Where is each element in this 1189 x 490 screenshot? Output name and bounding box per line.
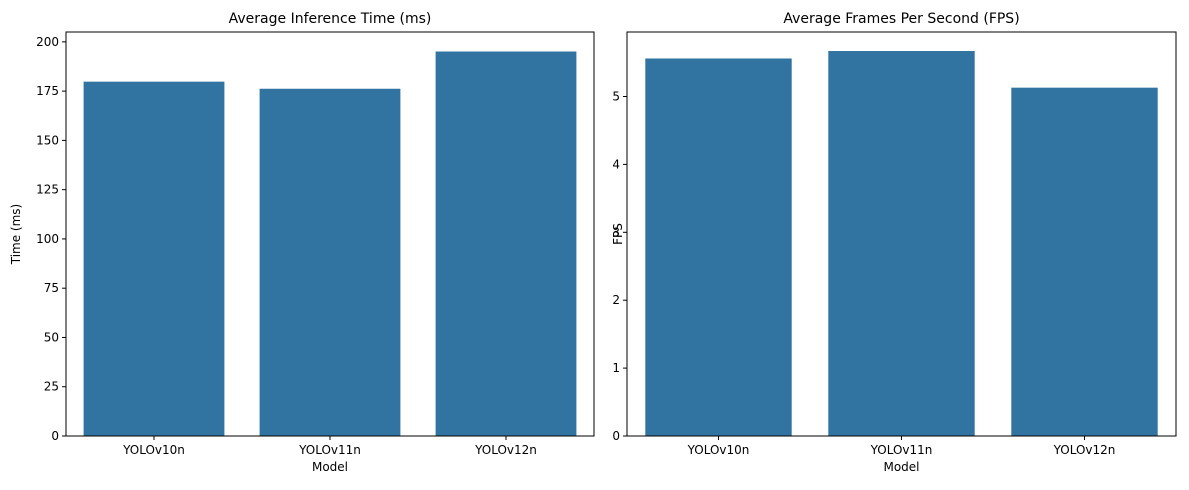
inference-time-ytick-label-5: 125 bbox=[36, 183, 59, 197]
inference-time-chart-title: Average Inference Time (ms) bbox=[229, 11, 432, 27]
fps-y-axis-label: FPS bbox=[611, 223, 625, 245]
fps-chart: 0 1 2 3 4 5 YOLOv10n YOLOv11n YOLOv12n Average Fr… bbox=[611, 11, 1177, 474]
fps-xtick-label-2: YOLOv12n bbox=[1053, 443, 1116, 457]
fps-xtick-label-1: YOLOv11n bbox=[870, 443, 933, 457]
inference-time-ytick-label-2: 50 bbox=[44, 330, 59, 344]
inference-time-ytick-label-3: 75 bbox=[44, 281, 59, 295]
fps-x-axis-label: Model bbox=[883, 460, 919, 474]
fps-bar-2 bbox=[1011, 87, 1158, 436]
inference-time-ytick-label-4: 100 bbox=[36, 232, 59, 246]
fps-xtick-label-0: YOLOv10n bbox=[687, 443, 750, 457]
inference-time-bar-2 bbox=[435, 51, 577, 436]
inference-time-bar-1 bbox=[259, 88, 401, 436]
inference-time-ytick-label-6: 150 bbox=[36, 133, 59, 147]
fps-bar-1 bbox=[828, 51, 975, 436]
inference-time-ytick-label-8: 200 bbox=[36, 35, 59, 49]
fps-chart-title: Average Frames Per Second (FPS) bbox=[783, 11, 1019, 27]
inference-time-xtick-label-1: YOLOv11n bbox=[298, 443, 361, 457]
fps-bar-0 bbox=[645, 58, 792, 436]
fps-ytick-label-0: 0 bbox=[612, 429, 620, 443]
inference-time-y-axis-label: Time (ms) bbox=[9, 204, 23, 266]
fps-ytick-label-1: 1 bbox=[612, 361, 620, 375]
inference-time-xtick-label-0: YOLOv10n bbox=[122, 443, 185, 457]
fps-ytick-label-5: 5 bbox=[612, 90, 620, 104]
fps-ytick-label-2: 2 bbox=[612, 293, 620, 307]
inference-time-chart: 0 25 50 75 100 125 150 175 200 YOLOv10n YOLOv11n YO… bbox=[9, 11, 595, 474]
inference-time-bar-0 bbox=[83, 81, 225, 436]
inference-time-ytick-label-7: 175 bbox=[36, 84, 59, 98]
inference-time-ytick-label-0: 0 bbox=[51, 429, 59, 443]
fps-ytick-label-4: 4 bbox=[612, 157, 620, 171]
inference-time-x-axis-label: Model bbox=[312, 460, 348, 474]
fps-ytick-label-3: 3 bbox=[612, 225, 620, 239]
inference-time-ytick-label-1: 25 bbox=[44, 380, 59, 394]
inference-time-xtick-label-2: YOLOv12n bbox=[474, 443, 537, 457]
